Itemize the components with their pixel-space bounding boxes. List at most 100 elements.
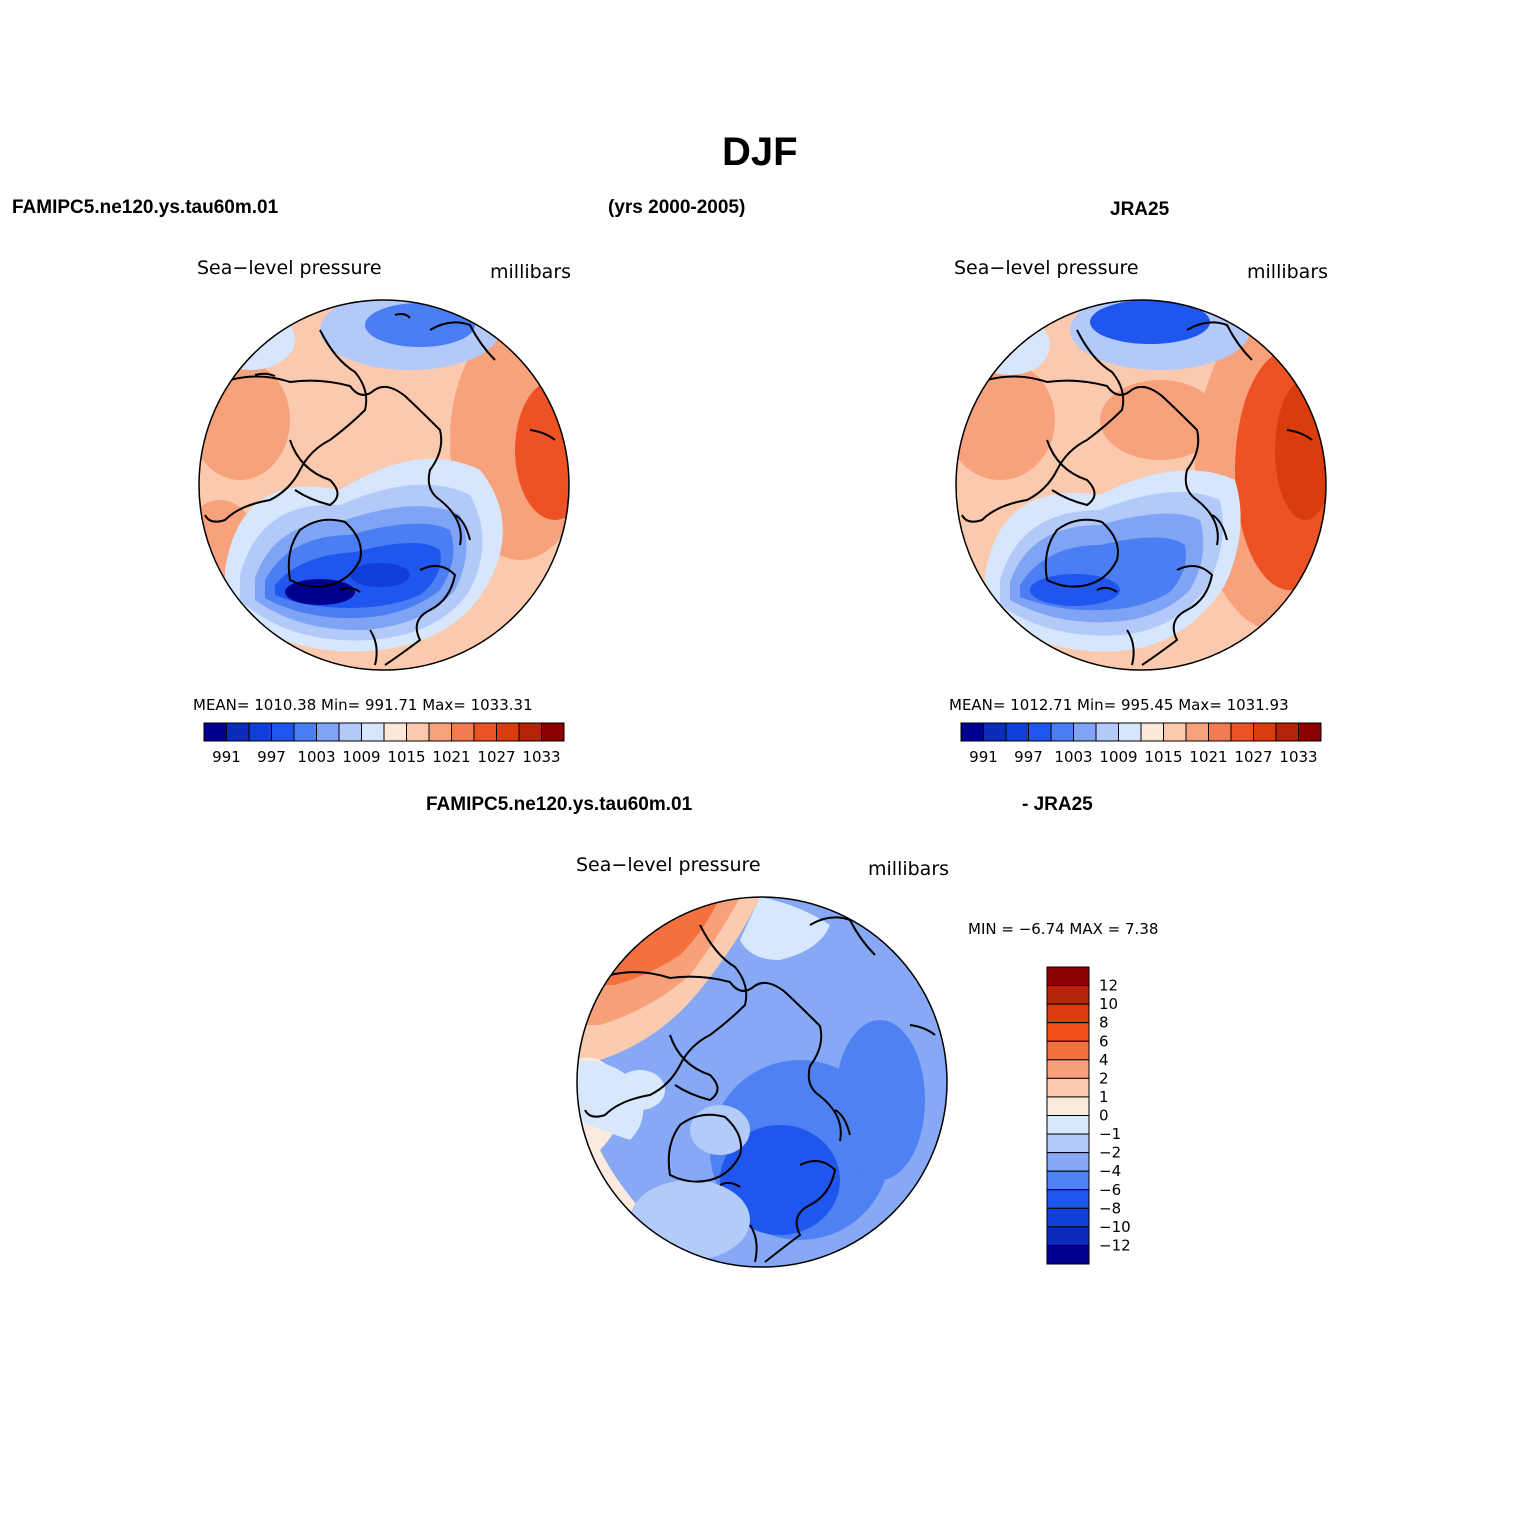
obs-colorbar-swatch — [1050, 722, 1074, 742]
model-colorbar-swatch — [473, 722, 497, 742]
diff-colorbar-swatch — [1046, 1189, 1090, 1209]
model-colorbar-swatch — [338, 722, 362, 742]
obs-colorbar-swatch — [1208, 722, 1232, 742]
obs-slp-map — [955, 299, 1327, 671]
obs-colorbar-tick-label: 991 — [969, 748, 998, 766]
model-colorbar-swatch — [451, 722, 475, 742]
diff-colorbar-tick-label: 6 — [1099, 1032, 1109, 1050]
diff-colorbar-tick-label: 8 — [1099, 1014, 1109, 1032]
figure-title: DJF — [722, 130, 798, 174]
diff-colorbar-swatch — [1046, 1077, 1090, 1098]
diff-colorbar-tick-label: −12 — [1099, 1236, 1131, 1254]
diff-colorbar-swatch — [1046, 1207, 1090, 1228]
model-colorbar-tick-label: 1027 — [477, 748, 515, 766]
model-colorbar-tick-label: 1003 — [297, 748, 335, 766]
obs-colorbar-swatch — [1140, 722, 1164, 742]
diff-colorbar-tick-label: 1 — [1099, 1088, 1109, 1106]
model-colorbar-tick-label: 1021 — [432, 748, 470, 766]
diff-colorbar-tick-label: 10 — [1099, 995, 1118, 1013]
obs-colorbar-tick-label: 1027 — [1234, 748, 1272, 766]
years-label: (yrs 2000-2005) — [608, 197, 746, 218]
diff-suffix-label: - JRA25 — [1022, 794, 1093, 815]
model-colorbar-swatch — [226, 722, 250, 742]
obs-colorbar-swatch — [960, 722, 984, 742]
diff-stats: MIN = −6.74 MAX = 7.38 — [968, 920, 1159, 938]
model-colorbar-swatch — [271, 722, 295, 742]
model-colorbar-tick-label: 1009 — [342, 748, 380, 766]
diff-colorbar-tick-label: −8 — [1099, 1199, 1121, 1217]
diff-colorbar-tick-label: −6 — [1099, 1181, 1121, 1199]
model-variable-label: Sea−level pressure — [197, 257, 382, 279]
obs-colorbar-swatch — [1163, 722, 1187, 742]
model-colorbar-swatch — [496, 722, 520, 742]
diff-colorbar-tick-label: −4 — [1099, 1162, 1121, 1180]
obs-colorbar-swatch — [1028, 722, 1052, 742]
obs-colorbar-tick-label: 1033 — [1279, 748, 1317, 766]
obs-colorbar-swatch — [1185, 722, 1209, 742]
diff-colorbar-swatch — [1046, 1170, 1090, 1191]
model-colorbar-swatch — [406, 722, 430, 742]
model-colorbar-tick-label: 991 — [212, 748, 241, 766]
diff-colorbar-swatch — [1046, 1040, 1090, 1061]
obs-colorbar-swatch — [1253, 722, 1277, 742]
left-case-label: FAMIPC5.ne120.ys.tau60m.01 — [12, 197, 279, 218]
diff-colorbar-swatch — [1046, 1152, 1090, 1172]
obs-units-label: millibars — [1247, 261, 1329, 283]
diff-units-label: millibars — [868, 858, 950, 880]
diff-colorbar-tick-label: −2 — [1099, 1144, 1121, 1162]
model-colorbar-swatch — [316, 722, 340, 742]
right-case-label: JRA25 — [1110, 199, 1170, 220]
obs-colorbar: 991 997 1003 1009 1015 1021 1027 1033 — [960, 722, 1322, 766]
diff-colorbar-swatch — [1046, 985, 1090, 1005]
diff-colorbar-tick-label: 2 — [1099, 1069, 1109, 1087]
model-colorbar-swatch — [361, 722, 385, 742]
obs-variable-label: Sea−level pressure — [954, 257, 1139, 279]
diff-colorbar-swatch — [1046, 1003, 1090, 1024]
obs-colorbar-swatch — [1275, 722, 1299, 742]
obs-colorbar-tick-label: 1003 — [1054, 748, 1092, 766]
obs-colorbar-swatch — [1095, 722, 1119, 742]
obs-colorbar-swatch — [1073, 722, 1097, 742]
diff-colorbar-tick-label: −10 — [1099, 1218, 1131, 1236]
model-colorbar-swatch — [203, 722, 227, 742]
obs-colorbar-swatch — [1298, 722, 1322, 742]
diff-colorbar-swatch — [1046, 1226, 1090, 1246]
model-colorbar-swatch — [518, 722, 542, 742]
obs-colorbar-swatch — [1230, 722, 1254, 742]
model-colorbar-tick-label: 997 — [257, 748, 286, 766]
model-stats: MEAN= 1010.38 Min= 991.71 Max= 1033.31 — [193, 696, 533, 714]
diff-colorbar-tick-label: 4 — [1099, 1051, 1109, 1069]
diff-colorbar-swatch — [1046, 1096, 1090, 1116]
diff-variable-label: Sea−level pressure — [576, 854, 761, 876]
model-colorbar-swatch — [383, 722, 407, 742]
diff-colorbar-swatch — [1046, 1244, 1090, 1265]
obs-colorbar-swatch — [1118, 722, 1142, 742]
diff-colorbar-swatch — [1046, 1115, 1090, 1135]
diff-colorbar-swatch — [1046, 1022, 1090, 1042]
diff-colorbar-tick-label: 0 — [1099, 1107, 1109, 1125]
obs-colorbar-tick-label: 997 — [1014, 748, 1043, 766]
obs-colorbar-tick-label: 1015 — [1144, 748, 1182, 766]
diff-colorbar-swatch — [1046, 1059, 1090, 1079]
model-colorbar-tick-label: 1033 — [522, 748, 560, 766]
obs-colorbar-swatch — [1005, 722, 1029, 742]
model-colorbar-swatch — [541, 722, 565, 742]
model-colorbar-swatch — [293, 722, 317, 742]
obs-stats: MEAN= 1012.71 Min= 995.45 Max= 1031.93 — [949, 696, 1289, 714]
model-colorbar-swatch — [248, 722, 272, 742]
obs-colorbar-swatch — [983, 722, 1007, 742]
model-colorbar-tick-label: 1015 — [387, 748, 425, 766]
diff-colorbar-tick-label: 12 — [1099, 977, 1118, 995]
model-slp-map — [198, 299, 570, 671]
model-colorbar: 991 997 1003 1009 1015 1021 1027 1033 — [203, 722, 565, 766]
diff-slp-map — [576, 896, 948, 1268]
diff-colorbar-swatch — [1046, 1133, 1090, 1154]
obs-colorbar-tick-label: 1009 — [1099, 748, 1137, 766]
diff-colorbar-swatch — [1046, 966, 1090, 987]
model-units-label: millibars — [490, 261, 572, 283]
obs-colorbar-tick-label: 1021 — [1189, 748, 1227, 766]
model-colorbar-swatch — [428, 722, 452, 742]
diff-case-label: FAMIPC5.ne120.ys.tau60m.01 — [426, 794, 693, 815]
